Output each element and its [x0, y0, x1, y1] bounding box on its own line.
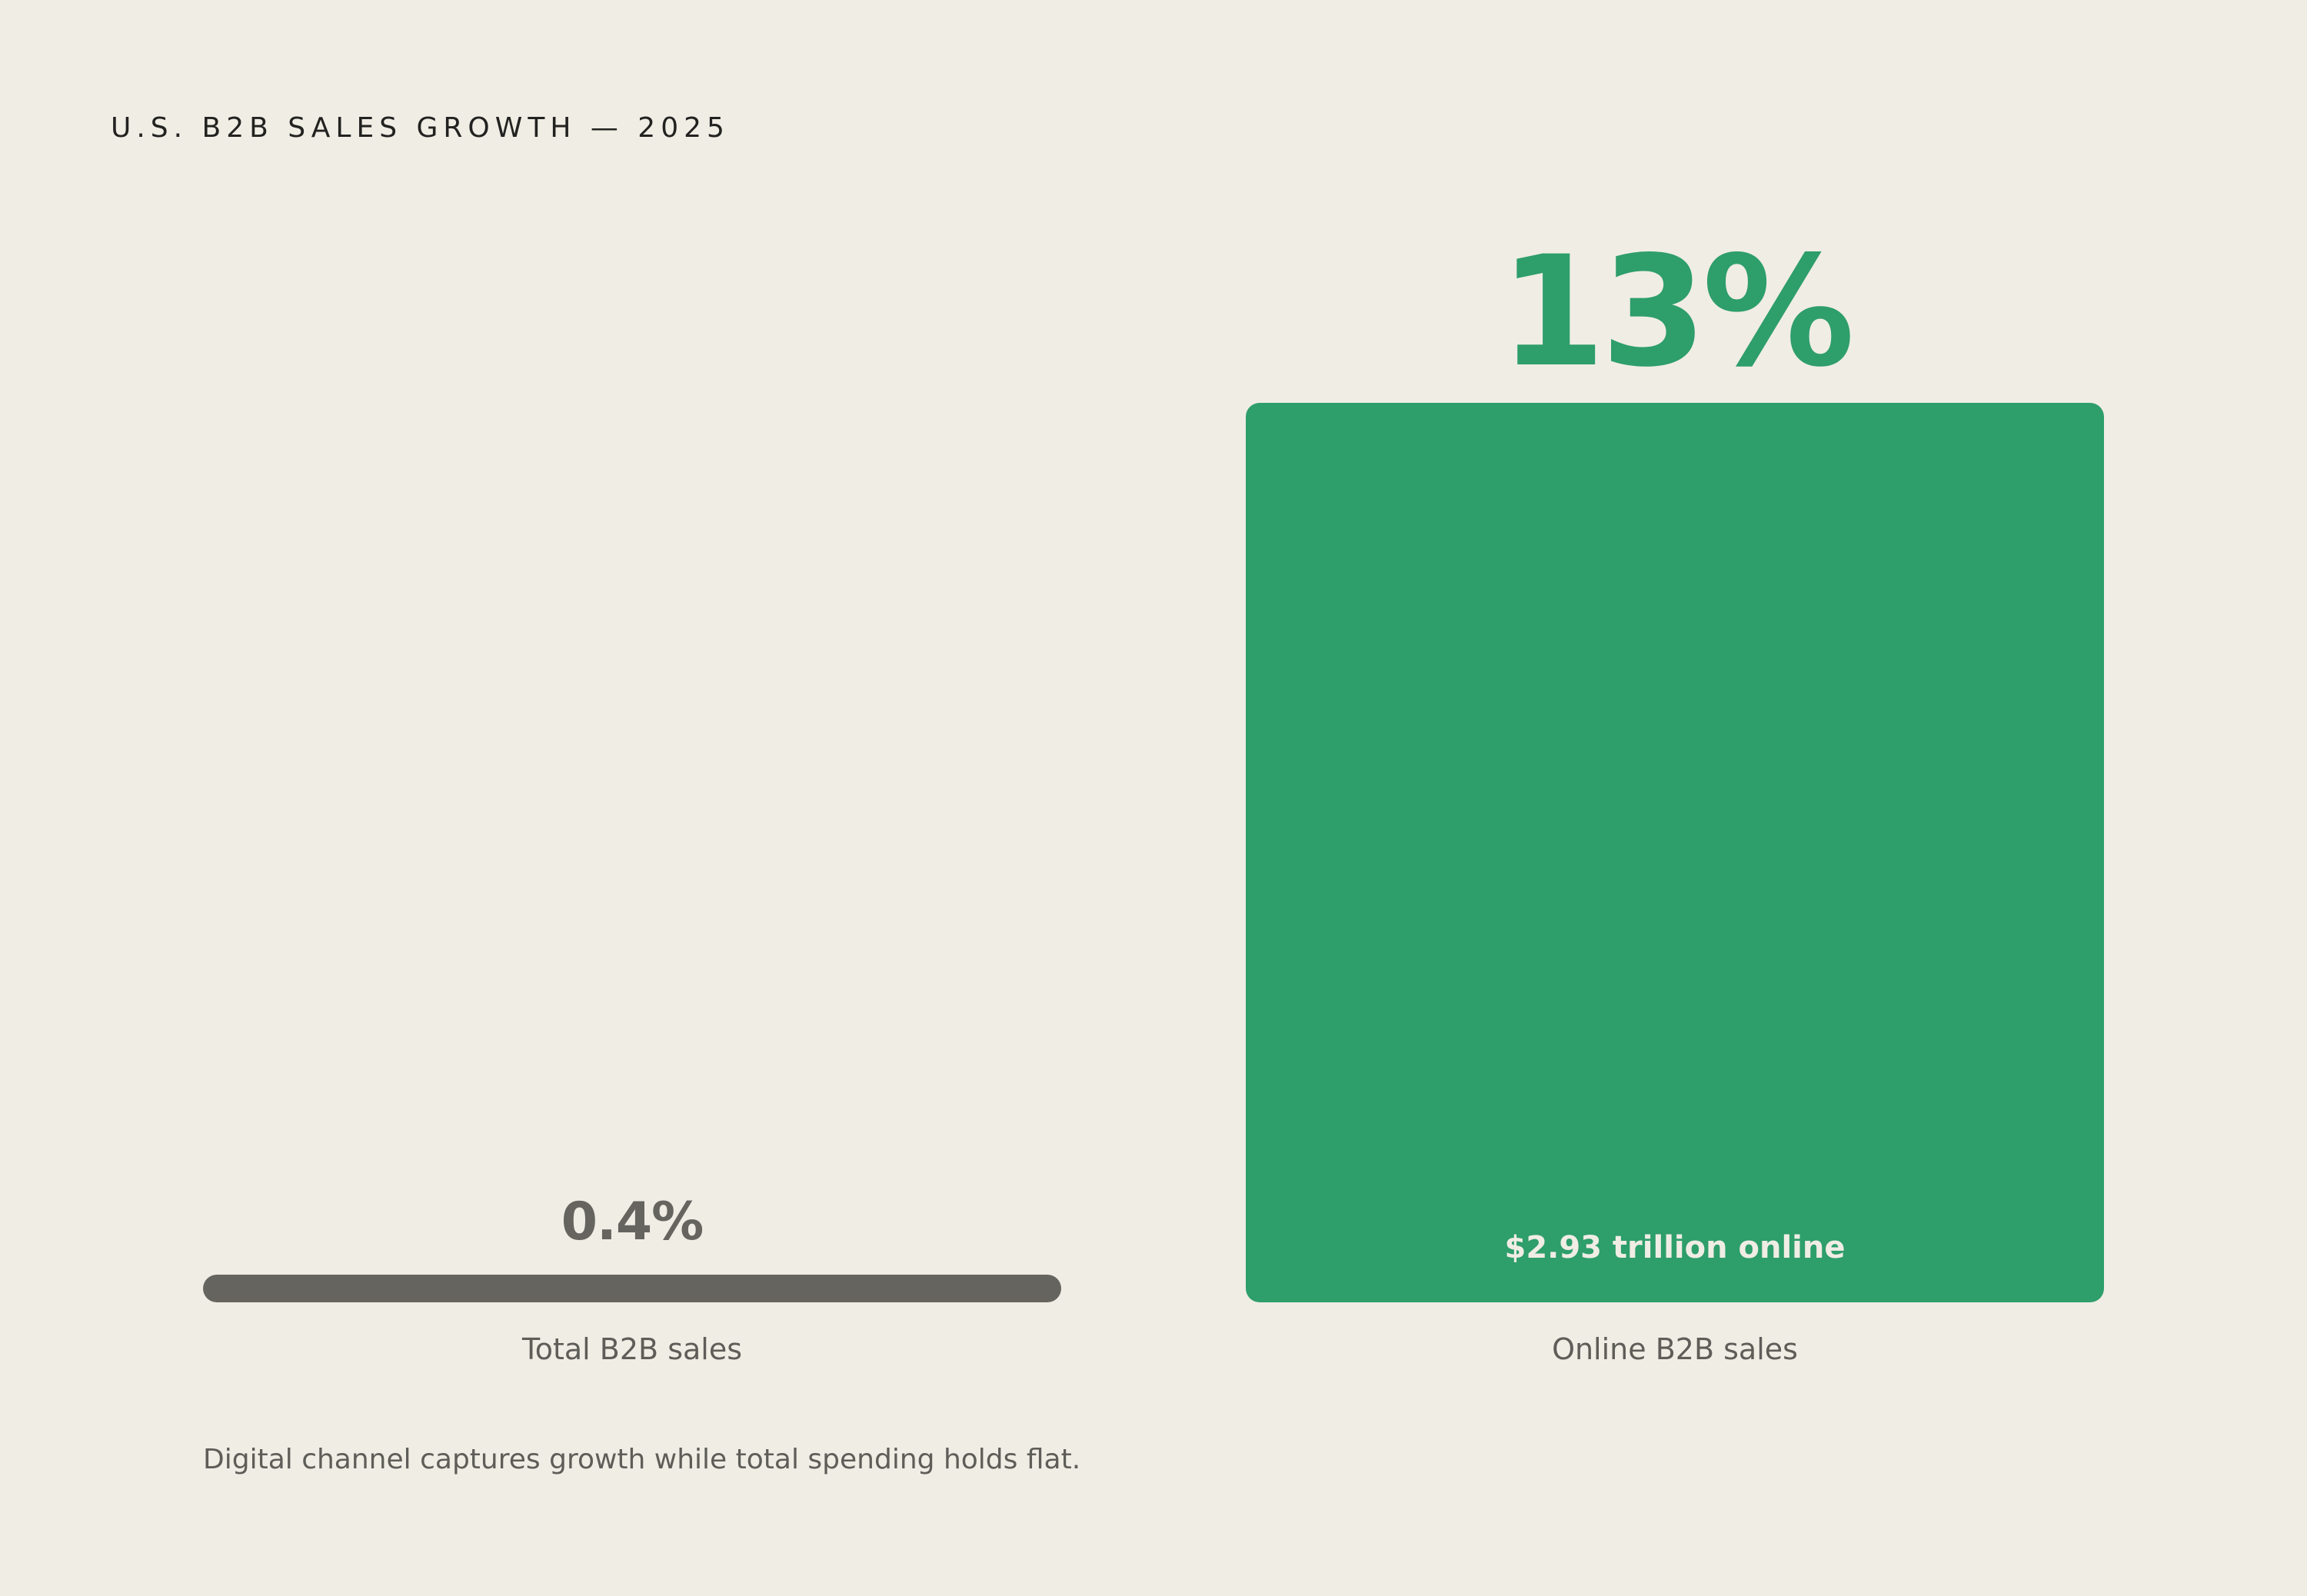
value-label-online-b2b-sales: 13% — [1500, 223, 1851, 401]
value-label-total-b2b-sales: 0.4% — [561, 1192, 704, 1252]
bar-total-b2b-sales — [203, 1275, 1061, 1302]
inner-label-online-b2b-sales: $2.93 trillion online — [1504, 1230, 1845, 1265]
category-label-total-b2b-sales: Total B2B sales — [521, 1332, 742, 1366]
category-label-online-b2b-sales: Online B2B sales — [1552, 1332, 1798, 1366]
bar-online-b2b-sales — [1246, 403, 2104, 1302]
chart-caption: Digital channel captures growth while to… — [203, 1444, 1081, 1475]
chart-title: U.S. B2B SALES GROWTH — 2025 — [111, 112, 730, 144]
